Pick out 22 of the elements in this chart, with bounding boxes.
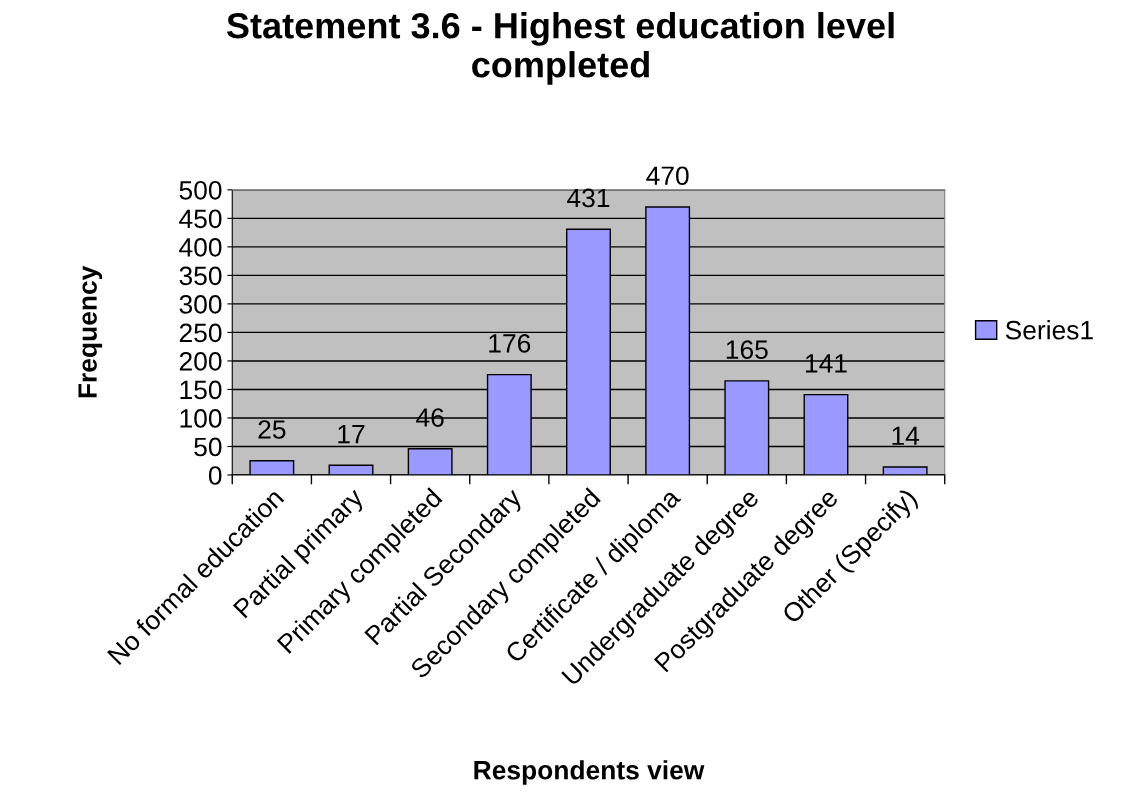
y-tick-label: 0 xyxy=(208,466,222,485)
y-tick-label: 250 xyxy=(179,323,222,343)
data-label: 176 xyxy=(489,334,531,353)
y-axis-title: Frequency xyxy=(78,265,103,398)
data-label: 470 xyxy=(646,166,689,186)
data-label: 17 xyxy=(338,425,365,444)
data-label: 25 xyxy=(258,420,286,439)
y-tick-label: 200 xyxy=(179,352,222,371)
y-tick-label: 300 xyxy=(179,295,222,314)
data-label: 14 xyxy=(892,426,920,445)
data-label: 165 xyxy=(726,340,768,360)
chart-title: Statement 3.6 - Highest education level completed xyxy=(226,12,894,85)
y-tick-label: 350 xyxy=(179,266,222,286)
y-tick-label: 150 xyxy=(180,380,222,400)
y-tick-label: 450 xyxy=(179,209,222,229)
data-label: 431 xyxy=(567,188,610,208)
y-tick-label: 500 xyxy=(179,180,222,200)
y-tick-label: 100 xyxy=(180,409,222,428)
y-tick-label: 400 xyxy=(179,238,222,257)
y-tick-label: 50 xyxy=(194,437,222,457)
x-axis-title: Respondents view xyxy=(474,760,705,785)
legend-label: Series1 xyxy=(1005,320,1093,340)
